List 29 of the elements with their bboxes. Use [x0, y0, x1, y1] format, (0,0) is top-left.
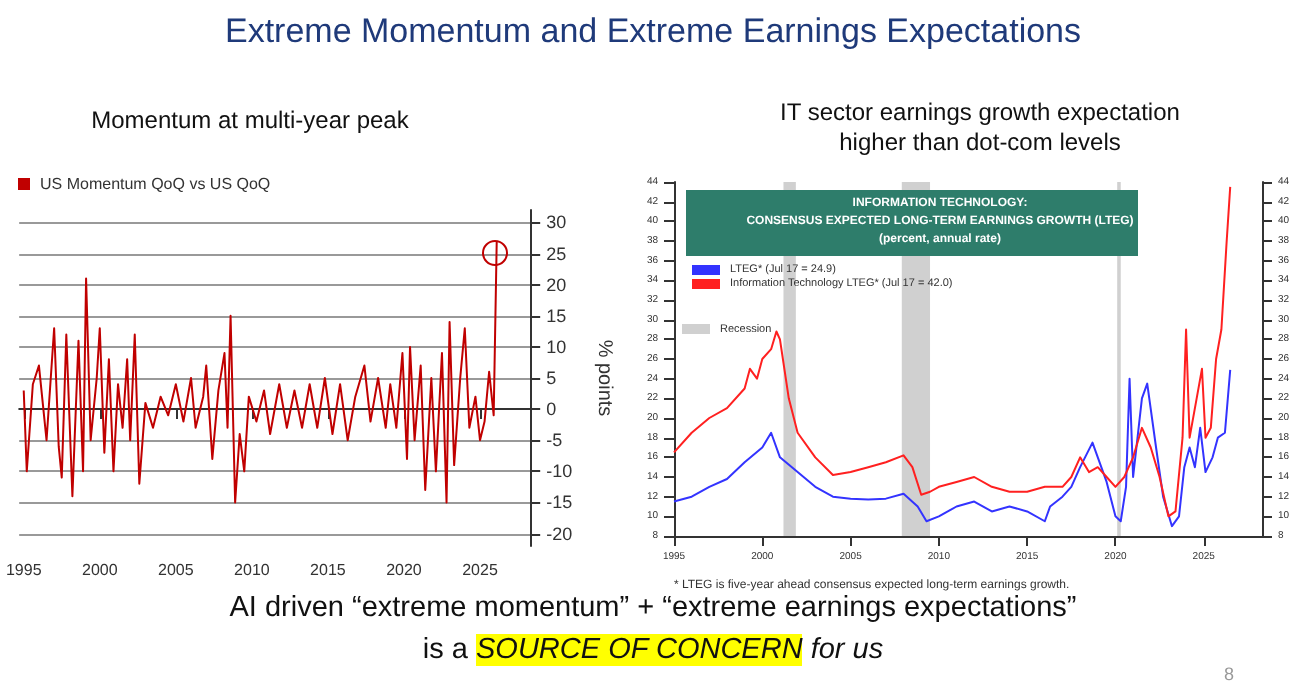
y-tick-label: 20 [546, 274, 567, 295]
x-tick-label: 2000 [81, 561, 119, 579]
y-tick-label: -5 [546, 430, 563, 451]
x-tick-label: 2025 [462, 561, 499, 579]
text: 8 [1224, 664, 1235, 684]
text: AI driven “extreme momentum” + “extreme earnings expectations” [227, 592, 1079, 624]
x-tick-label: 2020 [386, 561, 423, 579]
y-tick-label: -15 [546, 492, 573, 513]
y-tick-label: 10 [546, 336, 567, 357]
y-tick-label: 0 [546, 399, 557, 420]
line-series [673, 185, 1232, 518]
x-tick-label: 2010 [234, 561, 271, 579]
x-tick-label: 2005 [158, 561, 195, 579]
text: for us [810, 634, 884, 666]
y-tick-label: 15 [546, 305, 567, 326]
line-series [673, 368, 1232, 528]
text: is a [422, 634, 468, 666]
y-tick-label: 25 [546, 243, 567, 264]
x-tick-label: 1995 [5, 561, 43, 579]
y-axis-title: % points [593, 339, 615, 417]
y-tick-label: 5 [546, 368, 557, 388]
x-tick-label: 2015 [310, 561, 347, 579]
y-tick-label: 30 [546, 212, 567, 233]
y-tick-label: -20 [546, 523, 573, 544]
chart-title: Momentum at multi-year peak [89, 106, 411, 136]
text: Extreme Momentum and Extreme Earnings Expectations [222, 12, 1084, 52]
legend-label: US Momentum QoQ vs US QoQ [40, 175, 271, 193]
y-tick-label: -10 [546, 461, 573, 482]
chart-title: IT sector earnings growth expectation higher than dot-com levels [778, 98, 1182, 158]
